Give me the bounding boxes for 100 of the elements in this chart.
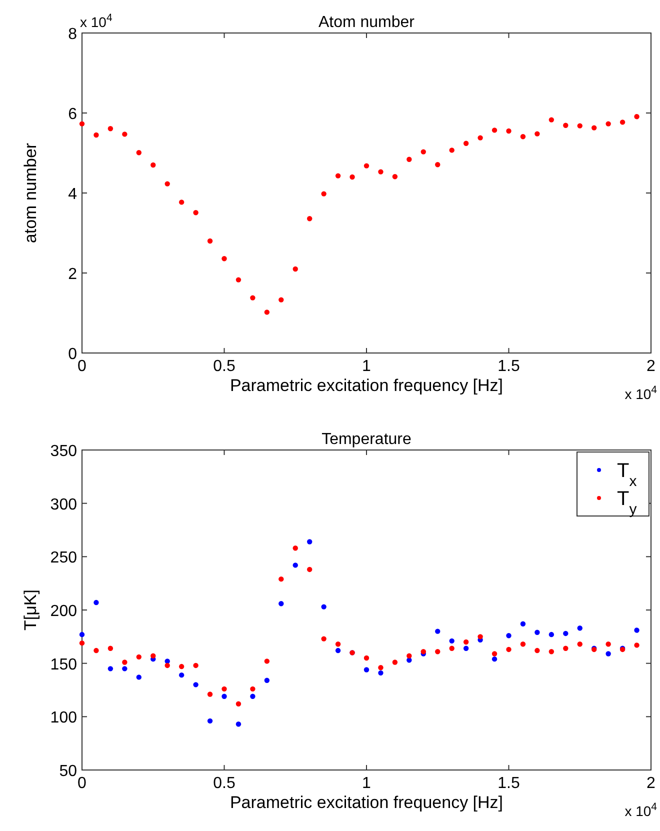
point xyxy=(435,162,440,168)
point xyxy=(478,634,483,640)
legend-label: T$_{y}$ xyxy=(617,488,638,518)
point xyxy=(94,132,99,138)
point xyxy=(335,648,341,654)
y-tick-label: 0 xyxy=(68,346,78,363)
point xyxy=(534,131,540,136)
point xyxy=(506,646,512,652)
point xyxy=(506,633,512,638)
point xyxy=(463,140,469,146)
x-tick-label: 2 xyxy=(646,358,656,375)
point xyxy=(236,722,242,727)
y-tick-label: 4 xyxy=(68,186,78,203)
point xyxy=(534,648,540,654)
point xyxy=(250,295,256,300)
point xyxy=(350,174,355,180)
point xyxy=(435,649,440,654)
point xyxy=(193,662,198,668)
point xyxy=(478,135,483,140)
x-tick-label: 1 xyxy=(362,775,372,792)
point xyxy=(321,191,326,196)
point xyxy=(392,174,398,180)
x-tick-label: 1.5 xyxy=(498,775,520,792)
point xyxy=(122,666,128,672)
point xyxy=(634,642,640,648)
point xyxy=(577,123,582,128)
chart-title: Temperature xyxy=(322,431,412,448)
point xyxy=(136,150,142,156)
point xyxy=(520,621,526,626)
y-tick-label: 100 xyxy=(50,710,78,727)
point xyxy=(378,670,384,676)
point xyxy=(492,656,498,662)
point xyxy=(335,173,341,178)
point xyxy=(634,114,640,120)
point xyxy=(164,658,170,664)
point xyxy=(222,256,227,262)
point xyxy=(264,310,270,315)
point xyxy=(79,121,85,126)
point xyxy=(492,651,498,656)
point xyxy=(222,686,227,692)
y-axis-title: atom number xyxy=(21,142,40,244)
point xyxy=(278,576,284,582)
point xyxy=(207,692,213,697)
point xyxy=(492,128,498,133)
point xyxy=(449,148,454,153)
x-tick-label: 1.5 xyxy=(498,358,520,375)
x-tick-label: 0.5 xyxy=(213,358,236,375)
x-tick-label: 1 xyxy=(362,358,372,375)
point xyxy=(178,664,184,670)
point xyxy=(406,156,412,162)
point xyxy=(264,678,270,683)
point xyxy=(520,642,526,647)
y-tick-label: 300 xyxy=(50,496,78,514)
point xyxy=(606,121,611,126)
point xyxy=(164,662,170,668)
text: x 10$^{4}$ xyxy=(624,384,658,402)
point xyxy=(307,566,312,572)
point xyxy=(378,665,384,670)
x-tick-label: 0.5 xyxy=(213,775,236,792)
point xyxy=(321,636,326,642)
point xyxy=(378,169,384,174)
point xyxy=(292,562,298,568)
point xyxy=(236,701,242,706)
point xyxy=(292,546,298,551)
point xyxy=(207,238,213,244)
point xyxy=(292,266,298,272)
point xyxy=(577,642,582,647)
y-tick-label: 50 xyxy=(59,763,78,780)
point xyxy=(321,604,326,610)
point xyxy=(592,125,597,130)
point xyxy=(463,646,469,651)
point xyxy=(620,120,626,125)
point xyxy=(136,674,142,680)
point xyxy=(449,638,454,644)
y-tick-label: 350 xyxy=(50,443,78,460)
point xyxy=(420,149,426,154)
point xyxy=(193,210,198,216)
x-tick-label: 2 xyxy=(646,775,656,792)
point xyxy=(606,642,611,647)
point xyxy=(634,628,640,633)
point xyxy=(506,128,512,134)
point xyxy=(563,122,568,128)
x-axis-title: Parametric excitation frequency [Hz] xyxy=(230,376,504,395)
point xyxy=(463,639,469,645)
point xyxy=(79,640,85,646)
point xyxy=(548,117,554,122)
point xyxy=(548,649,554,654)
point xyxy=(79,632,85,638)
x-axis-title: Parametric excitation frequency [Hz] xyxy=(230,793,504,812)
point xyxy=(548,632,554,638)
text: x 10$^{4}$ xyxy=(624,801,658,819)
point xyxy=(250,694,256,699)
point xyxy=(435,628,440,634)
point xyxy=(563,630,568,636)
point xyxy=(193,682,198,688)
y-tick-label: 8 xyxy=(68,26,78,43)
point xyxy=(364,163,370,168)
point xyxy=(94,648,99,654)
point xyxy=(150,653,156,658)
point xyxy=(250,686,256,692)
